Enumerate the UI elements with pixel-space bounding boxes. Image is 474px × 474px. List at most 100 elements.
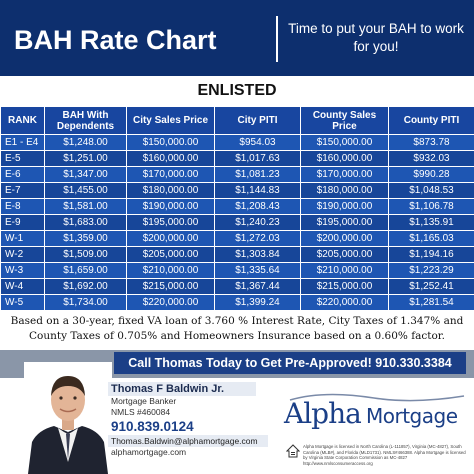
table-row: E-6 $1,347.00 $170,000.00 $1,081.23 $170,000… — [0, 166, 474, 183]
table-cell: $220,000.00 — [300, 294, 389, 311]
logo-swoosh-icon — [289, 393, 465, 402]
table-row: E1 - E4 $1,248.00 $150,000.00 $954.03 $150,0… — [0, 134, 474, 151]
table-cell: $1,509.00 — [44, 246, 127, 263]
table-cell: $210,000.00 — [126, 262, 215, 279]
table-cell: $1,734.00 — [44, 294, 127, 311]
table-cell: $180,000.00 — [300, 182, 389, 199]
table-cell: $1,281.54 — [388, 294, 474, 311]
table-row: W-1 $1,359.00 $200,000.00 $1,272.03 $200,000… — [0, 230, 474, 247]
table-cell: $220,000.00 — [126, 294, 215, 311]
column-header-bah: BAH With Dependents — [44, 106, 127, 135]
table-cell: $1,048.53 — [388, 182, 474, 199]
table-row: W-3 $1,659.00 $210,000.00 $1,335.64 $210,000… — [0, 262, 474, 279]
column-header-county-sales-price: County Sales Price — [300, 106, 389, 135]
table-cell: $190,000.00 — [300, 198, 389, 215]
loan-footnote: Based on a 30-year, fixed VA loan of 3.7… — [10, 315, 464, 342]
table-cell: $195,000.00 — [126, 214, 215, 231]
column-header-rank: RANK — [0, 106, 45, 135]
banker-photo — [24, 362, 112, 474]
table-row: E-9 $1,683.00 $195,000.00 $1,240.23 $195,000… — [0, 214, 474, 231]
banker-phone[interactable]: 910.839.0124 — [111, 419, 194, 434]
table-cell: $1,367.44 — [214, 278, 301, 295]
column-header-county-piti: County PITI — [388, 106, 474, 135]
table-cell-rank: W-5 — [0, 294, 45, 311]
table-cell: $160,000.00 — [300, 150, 389, 167]
logo-mortgage-text: Mortgage — [366, 404, 458, 428]
table-cell: $1,272.03 — [214, 230, 301, 247]
table-cell-rank: E-7 — [0, 182, 45, 199]
table-cell: $205,000.00 — [126, 246, 215, 263]
table-cell: $170,000.00 — [300, 166, 389, 183]
header-divider — [276, 16, 278, 62]
header-banner: BAH Rate Chart Time to put your BAH to w… — [0, 0, 474, 76]
alpha-mortgage-logo: Alpha Mortgage — [284, 392, 468, 438]
bah-rate-table: RANK BAH With Dependents City Sales Pric… — [0, 106, 474, 311]
table-cell: $932.03 — [388, 150, 474, 167]
disclaimer-text: Alpha Mortgage is licensed in North Caro… — [303, 444, 466, 466]
table-cell: $1,248.00 — [44, 134, 127, 151]
table-cell: $190,000.00 — [126, 198, 215, 215]
table-cell: $1,144.83 — [214, 182, 301, 199]
table-cell: $1,399.24 — [214, 294, 301, 311]
table-cell: $1,165.03 — [388, 230, 474, 247]
table-cell: $160,000.00 — [126, 150, 215, 167]
table-cell: $150,000.00 — [126, 134, 215, 151]
table-body: E1 - E4 $1,248.00 $150,000.00 $954.03 $150,0… — [0, 134, 474, 311]
table-row: E-7 $1,455.00 $180,000.00 $1,144.83 $180,000… — [0, 182, 474, 199]
table-cell: $1,106.78 — [388, 198, 474, 215]
table-cell: $200,000.00 — [126, 230, 215, 247]
table-cell-rank: E1 - E4 — [0, 134, 45, 151]
table-cell-rank: W-3 — [0, 262, 45, 279]
table-cell-rank: E-6 — [0, 166, 45, 183]
table-cell: $990.28 — [388, 166, 474, 183]
banker-name: Thomas F Baldwin Jr. — [108, 382, 256, 396]
table-row: W-5 $1,734.00 $220,000.00 $1,399.24 $220,000… — [0, 294, 474, 311]
table-cell: $205,000.00 — [300, 246, 389, 263]
table-header-row: RANK BAH With Dependents City Sales Pric… — [0, 106, 474, 135]
table-cell: $170,000.00 — [126, 166, 215, 183]
table-cell: $150,000.00 — [300, 134, 389, 151]
table-cell-rank: E-9 — [0, 214, 45, 231]
banker-website[interactable]: alphamortgage.com — [111, 447, 187, 457]
table-cell: $215,000.00 — [300, 278, 389, 295]
table-cell: $1,335.64 — [214, 262, 301, 279]
column-header-city-piti: City PITI — [214, 106, 301, 135]
table-cell: $1,683.00 — [44, 214, 127, 231]
table-cell: $1,240.23 — [214, 214, 301, 231]
table-cell-rank: E-8 — [0, 198, 45, 215]
banker-email[interactable]: Thomas.Baldwin@alphamortgage.com — [108, 435, 268, 447]
table-cell: $1,303.84 — [214, 246, 301, 263]
table-cell: $1,252.41 — [388, 278, 474, 295]
table-cell: $195,000.00 — [300, 214, 389, 231]
banker-portrait-image — [24, 362, 112, 474]
contact-card: Thomas F Baldwin Jr. Mortgage Banker NML… — [108, 382, 268, 472]
table-cell: $1,017.63 — [214, 150, 301, 167]
table-row: E-8 $1,581.00 $190,000.00 $1,208.43 $190,000… — [0, 198, 474, 215]
header-tagline: Time to put your BAH to work for you! — [288, 21, 464, 54]
table-cell-rank: E-5 — [0, 150, 45, 167]
banker-nmls: NMLS #460084 — [111, 407, 171, 417]
table-cell-rank: W-1 — [0, 230, 45, 247]
section-subtitle: ENLISTED — [197, 82, 277, 99]
equal-housing-icon — [286, 444, 300, 458]
table-cell: $1,581.00 — [44, 198, 127, 215]
cta-banner: Call Thomas Today to Get Pre-Approved! 9… — [114, 352, 466, 374]
table-cell: $1,692.00 — [44, 278, 127, 295]
table-row: E-5 $1,251.00 $160,000.00 $1,017.63 $160,000… — [0, 150, 474, 167]
logo-alpha-text: Alpha — [284, 397, 362, 430]
table-cell: $200,000.00 — [300, 230, 389, 247]
table-cell: $1,081.23 — [214, 166, 301, 183]
table-cell: $210,000.00 — [300, 262, 389, 279]
table-cell: $215,000.00 — [126, 278, 215, 295]
table-cell: $1,347.00 — [44, 166, 127, 183]
table-cell-rank: W-2 — [0, 246, 45, 263]
table-cell: $954.03 — [214, 134, 301, 151]
table-cell: $1,135.91 — [388, 214, 474, 231]
license-disclaimer: Alpha Mortgage is licensed in North Caro… — [286, 444, 468, 472]
column-header-city-sales-price: City Sales Price — [126, 106, 215, 135]
table-row: W-2 $1,509.00 $205,000.00 $1,303.84 $205,000… — [0, 246, 474, 263]
table-cell: $1,659.00 — [44, 262, 127, 279]
table-cell: $1,223.29 — [388, 262, 474, 279]
table-cell: $873.78 — [388, 134, 474, 151]
table-cell: $1,194.16 — [388, 246, 474, 263]
